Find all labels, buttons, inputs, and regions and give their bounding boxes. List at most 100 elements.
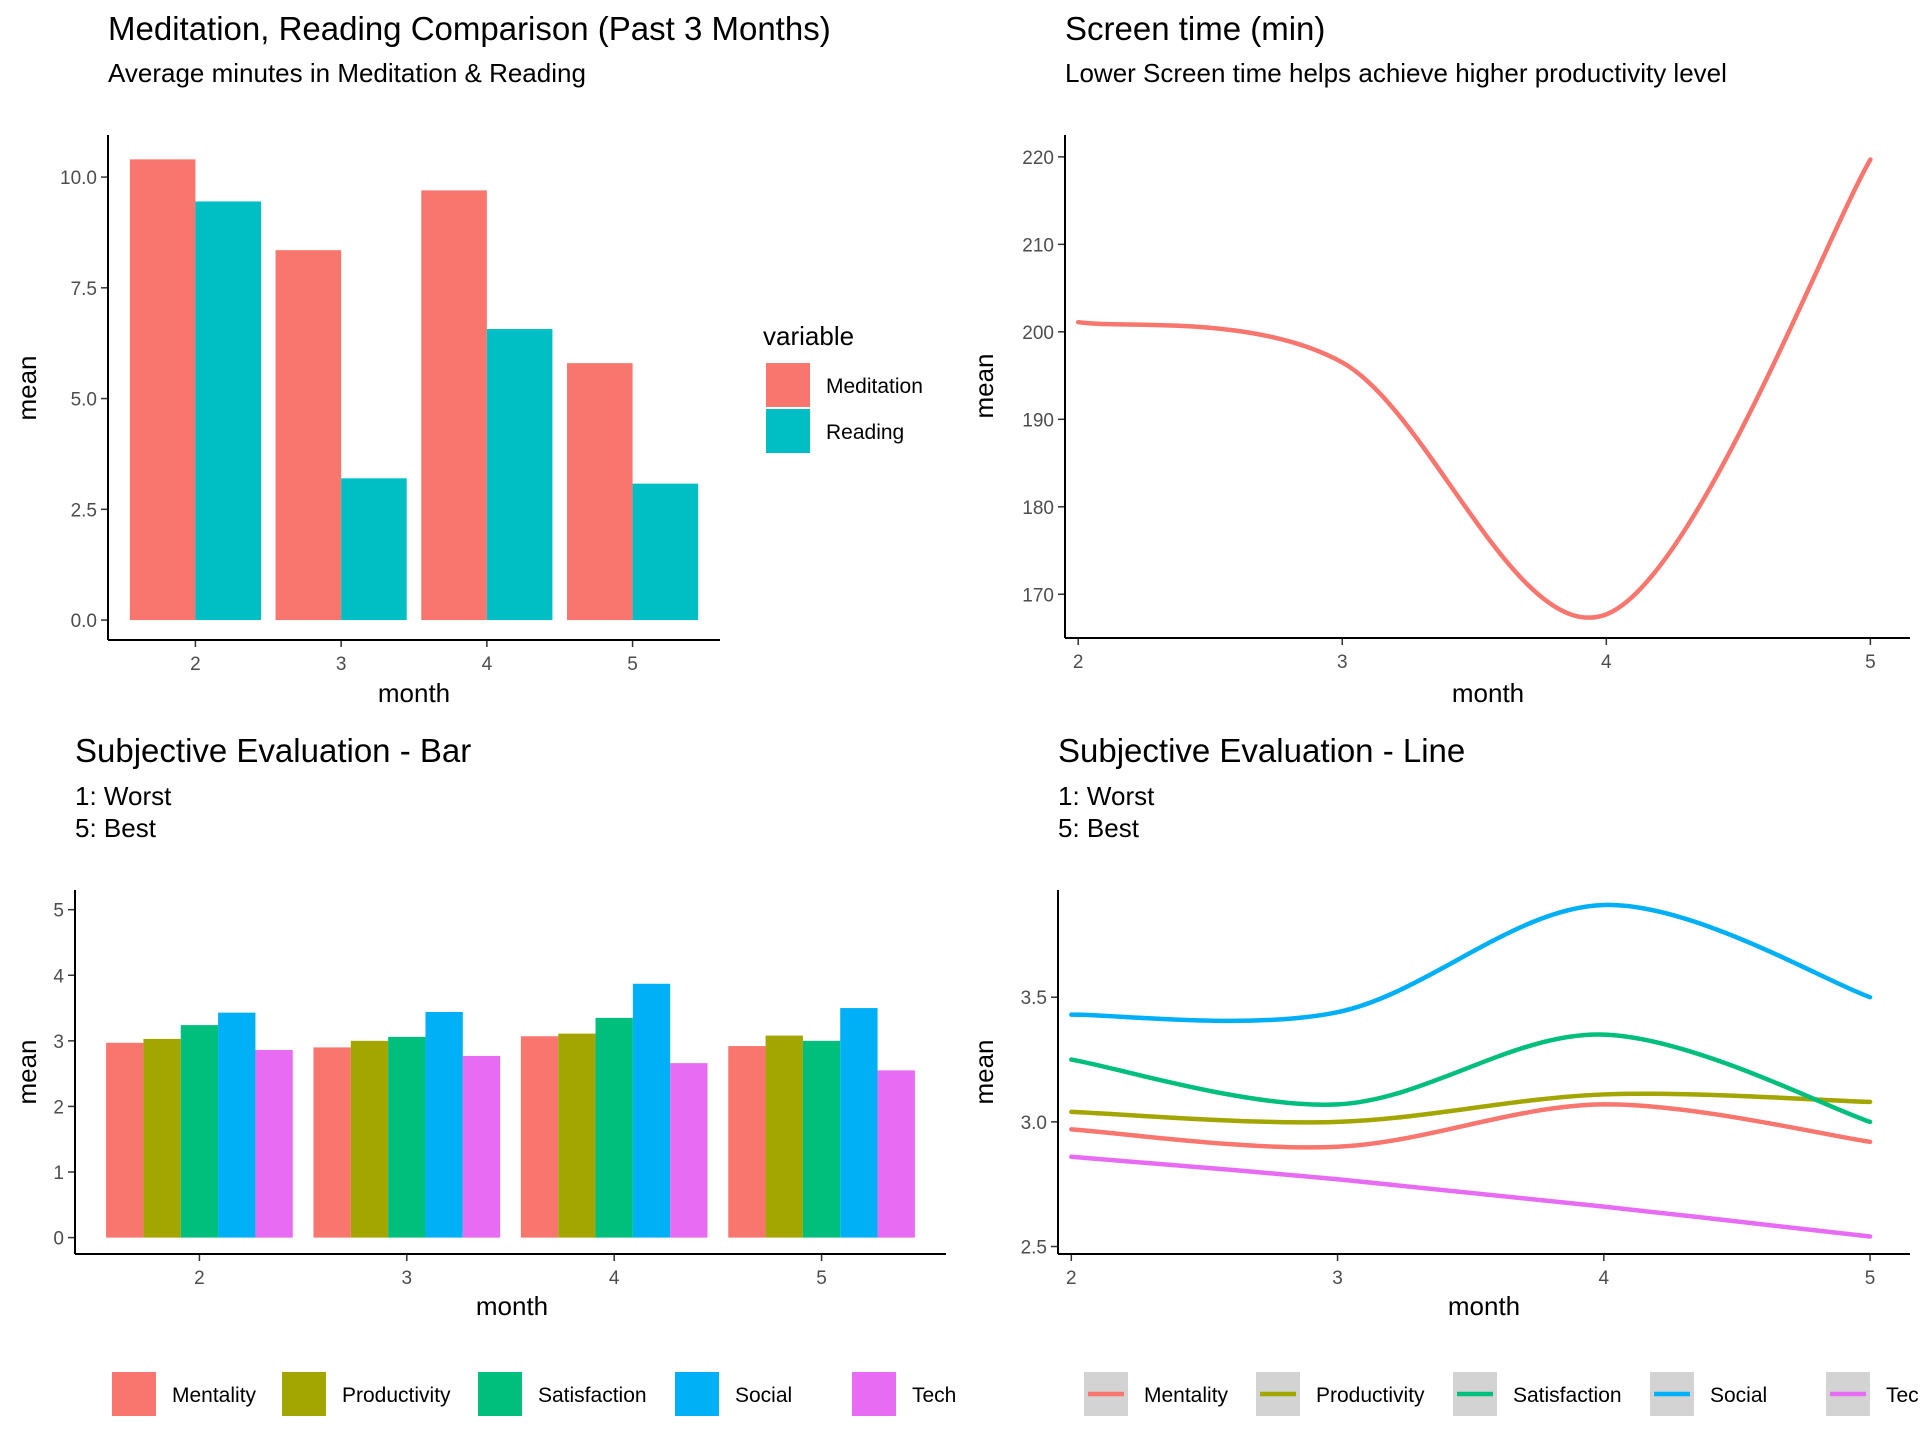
- legend-label-satisfaction: Satisfaction: [538, 1384, 647, 1407]
- y-tick-label: 1: [53, 1163, 64, 1184]
- legend-label-satisfaction: Satisfaction: [1513, 1384, 1622, 1407]
- y-axis-label: mean: [12, 1039, 42, 1104]
- x-tick-label: 3: [402, 1268, 413, 1289]
- line-productivity: [1069, 1091, 1873, 1125]
- bar-social-month-5: [840, 1008, 878, 1238]
- bar-meditation-month-2: [129, 159, 196, 621]
- chart-subtitle-line-2: 5: Best: [1058, 813, 1140, 843]
- legend-swatch-productivity: [282, 1372, 326, 1416]
- y-axis-label: mean: [969, 1039, 999, 1104]
- y-tick-label: 210: [1022, 235, 1054, 256]
- legend-label-meditation: Meditation: [826, 375, 923, 398]
- bar-social-month-2: [218, 1012, 256, 1238]
- chart-subtitle-line-1: 1: Worst: [1058, 781, 1155, 811]
- x-tick-label: 2: [194, 1268, 205, 1289]
- bar-tech-month-2: [255, 1050, 293, 1238]
- bar-mentality-month-5: [728, 1046, 766, 1238]
- legend-swatch-social: [675, 1372, 719, 1416]
- chart-title: Screen time (min): [1065, 10, 1325, 47]
- legend: variable Meditation Reading: [763, 321, 923, 453]
- chart-subtitle: Average minutes in Meditation & Reading: [108, 58, 586, 88]
- x-tick-label: 5: [1865, 652, 1876, 673]
- y-tick-label: 220: [1022, 148, 1054, 169]
- legend-label-tech: Tech: [1886, 1384, 1920, 1407]
- x-axis-label: month: [1448, 1291, 1520, 1321]
- line-tech: [1069, 1154, 1873, 1239]
- y-tick-label: 170: [1022, 585, 1054, 606]
- y-tick-label: 0: [53, 1229, 64, 1250]
- y-tick-label: 3: [53, 1032, 64, 1053]
- legend-swatch-reading: [766, 409, 810, 453]
- screen-time-panel: Screen time (min) Lower Screen time help…: [969, 10, 1910, 708]
- subjective-line-panel: Subjective Evaluation - Line 1: Worst 5:…: [969, 732, 1920, 1416]
- legend-label-social: Social: [735, 1384, 792, 1407]
- y-axis-label: mean: [12, 355, 42, 420]
- legend-label-productivity: Productivity: [1316, 1384, 1425, 1407]
- bar-mentality-month-3: [313, 1047, 351, 1238]
- bar-productivity-month-4: [558, 1033, 596, 1238]
- bar-social-month-4: [632, 983, 671, 1238]
- bar-tech-month-4: [670, 1063, 708, 1238]
- bar-productivity-month-3: [350, 1040, 389, 1238]
- x-tick-label: 4: [482, 654, 493, 675]
- bar-social-month-3: [425, 1011, 463, 1238]
- bar-tech-month-5: [877, 1070, 915, 1238]
- legend-label-reading: Reading: [826, 421, 904, 444]
- chart-title: Meditation, Reading Comparison (Past 3 M…: [108, 10, 831, 47]
- bar-meditation-month-3: [275, 250, 342, 621]
- bar-satisfaction-month-3: [388, 1036, 426, 1238]
- legend: Mentality Productivity Satisfaction Social T…: [112, 1372, 956, 1416]
- x-axis-label: month: [1452, 678, 1524, 708]
- x-tick-label: 4: [1599, 1268, 1610, 1289]
- chart-title: Subjective Evaluation - Line: [1058, 732, 1465, 769]
- y-tick-label: 190: [1022, 410, 1054, 431]
- bar-productivity-month-2: [143, 1038, 181, 1238]
- x-tick-label: 5: [816, 1268, 827, 1289]
- legend-swatch-meditation: [766, 363, 810, 407]
- x-tick-label: 2: [1066, 1268, 1077, 1289]
- x-tick-label: 5: [627, 654, 638, 675]
- bar-mentality-month-4: [520, 1036, 559, 1238]
- y-tick-label: 200: [1022, 323, 1054, 344]
- chart-title: Subjective Evaluation - Bar: [75, 732, 471, 769]
- x-tick-label: 4: [609, 1268, 620, 1289]
- x-tick-label: 5: [1865, 1268, 1876, 1289]
- line-satisfaction: [1069, 1032, 1873, 1125]
- bar-mentality-month-2: [106, 1042, 144, 1238]
- bar-satisfaction-month-4: [595, 1017, 633, 1238]
- y-tick-label: 2: [53, 1097, 64, 1118]
- legend-swatch-satisfaction: [478, 1372, 522, 1416]
- legend-swatch-tech: [852, 1372, 896, 1416]
- bar-satisfaction-month-5: [802, 1040, 841, 1238]
- line-screen-time: [1075, 157, 1873, 620]
- legend-label-tech: Tech: [912, 1384, 956, 1407]
- bar-satisfaction-month-2: [180, 1025, 219, 1238]
- x-axis-label: month: [476, 1291, 548, 1321]
- x-tick-label: 4: [1601, 652, 1612, 673]
- x-tick-label: 2: [190, 654, 201, 675]
- x-tick-label: 3: [1332, 1268, 1343, 1289]
- bar-reading-month-3: [341, 478, 407, 621]
- bar-tech-month-3: [462, 1055, 501, 1238]
- legend: Mentality Productivity Satisfaction Social T…: [1084, 1372, 1920, 1416]
- y-tick-label: 0.0: [71, 611, 97, 632]
- subjective-bar-panel: Subjective Evaluation - Bar 1: Worst 5: …: [12, 732, 956, 1416]
- bar-reading-month-2: [195, 201, 261, 621]
- meditation-reading-panel: Meditation, Reading Comparison (Past 3 M…: [12, 10, 923, 708]
- chart-subtitle: Lower Screen time helps achieve higher p…: [1065, 58, 1727, 88]
- chart-subtitle-line-2: 5: Best: [75, 813, 157, 843]
- y-tick-label: 7.5: [71, 279, 97, 300]
- line-mentality: [1069, 1102, 1873, 1150]
- bar-meditation-month-4: [421, 190, 487, 621]
- legend-title: variable: [763, 321, 854, 351]
- bar-meditation-month-5: [567, 363, 633, 621]
- bar-productivity-month-5: [765, 1035, 803, 1238]
- legend-label-mentality: Mentality: [1144, 1384, 1229, 1407]
- legend-label-mentality: Mentality: [172, 1384, 257, 1407]
- line-social: [1069, 902, 1873, 1024]
- y-tick-label: 4: [53, 966, 64, 987]
- legend-label-social: Social: [1710, 1384, 1767, 1407]
- y-tick-label: 2.5: [71, 500, 97, 521]
- chart-subtitle-line-1: 1: Worst: [75, 781, 172, 811]
